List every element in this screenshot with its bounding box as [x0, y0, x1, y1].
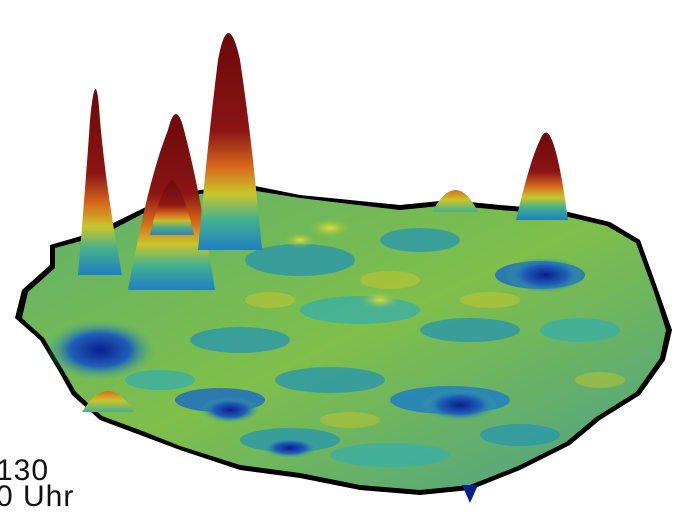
bump-1 — [308, 218, 352, 238]
drip-south — [462, 485, 478, 503]
peak-tall-4 — [516, 132, 568, 220]
valley-bottom — [262, 438, 318, 458]
bump-3 — [284, 232, 316, 248]
valley-south — [422, 389, 498, 421]
peak-small-west — [82, 391, 134, 412]
time-label-value: 130 — [0, 454, 50, 487]
bump-2 — [360, 291, 400, 309]
peak-mid-5 — [150, 180, 194, 235]
peak-tall-3 — [198, 33, 262, 250]
valley-northeast — [505, 257, 585, 293]
time-label-hour: 0 Uhr — [0, 480, 75, 513]
peak-tall-1 — [78, 89, 122, 275]
valley-southwest — [200, 397, 260, 423]
peak-small-east — [432, 190, 478, 212]
valley-west — [45, 320, 155, 380]
